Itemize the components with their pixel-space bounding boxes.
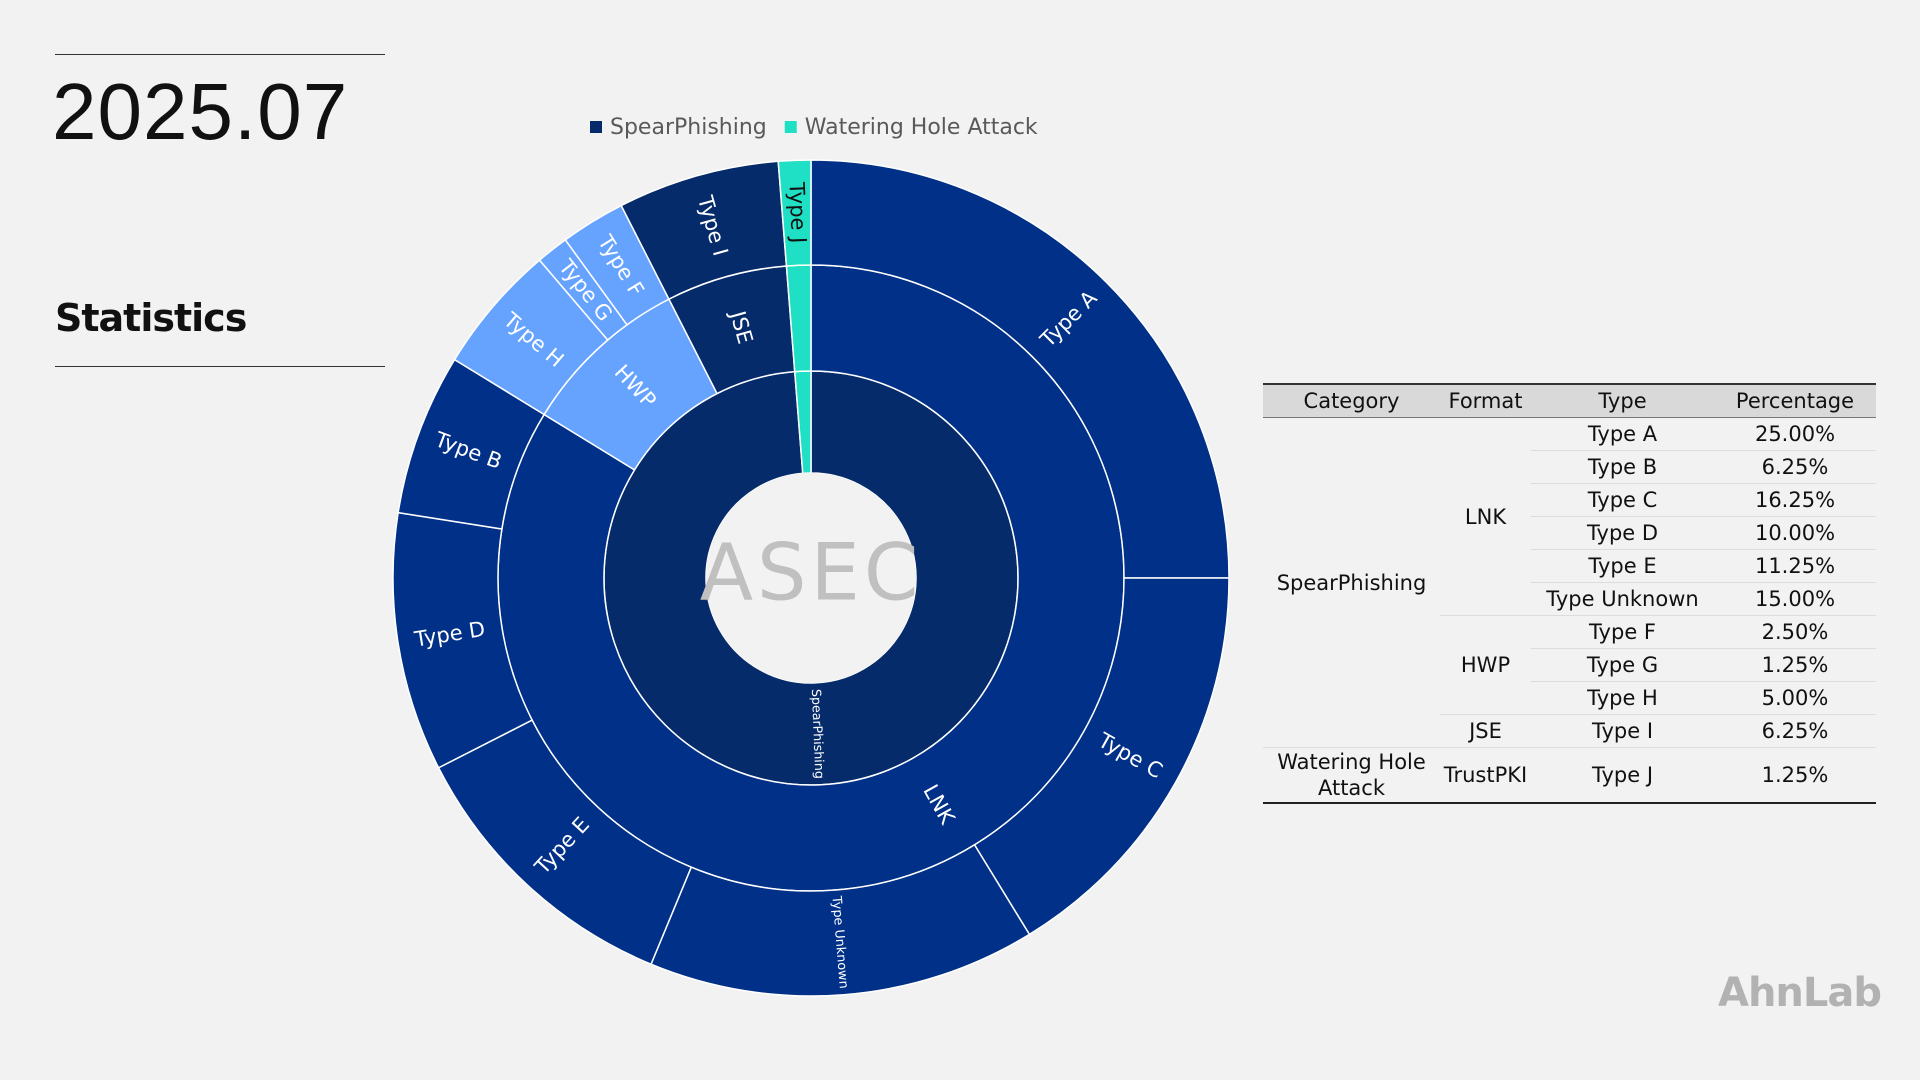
legend-swatch: [784, 121, 797, 133]
legend-label: Watering Hole Attack: [805, 115, 1038, 140]
percentage-cell: 6.25%: [1714, 450, 1876, 484]
date-title: 2025.07: [52, 67, 349, 156]
column-header: Type: [1531, 383, 1714, 418]
format-cell: HWP: [1440, 615, 1531, 715]
stats-table: Category Format Type Percentage SpearPhishin…: [1263, 383, 1876, 804]
percentage-cell: 11.25%: [1714, 549, 1876, 583]
center-hole: [706, 473, 916, 683]
type-cell: Type E: [1531, 549, 1714, 583]
format-cell: LNK: [1440, 417, 1531, 616]
table-row: Type H 5.00%: [1263, 681, 1876, 715]
logo: AhnLab: [1718, 970, 1882, 1016]
segment-label: Type Unknown: [828, 894, 850, 989]
table-row: Watering Hole Attack TrustPKI Type J 1.25%: [1263, 747, 1876, 804]
table-row: Type D 10.00%: [1263, 516, 1876, 550]
type-cell: Type J: [1531, 747, 1714, 804]
table-body: SpearPhishing LNK Type A 25.00% Type B 6.25% T…: [1263, 417, 1876, 804]
type-cell: Type Unknown: [1531, 582, 1714, 616]
table-row: SpearPhishing LNK Type A 25.00%: [1263, 417, 1876, 748]
type-cell: Type H: [1531, 681, 1714, 715]
percentage-cell: 25.00%: [1714, 417, 1876, 451]
percentage-cell: 1.25%: [1714, 648, 1876, 682]
column-header: Format: [1440, 383, 1531, 418]
format-cell: JSE: [1440, 714, 1531, 748]
type-cell: Type A: [1531, 417, 1714, 451]
percentage-cell: 1.25%: [1714, 747, 1876, 804]
percentage-cell: 2.50%: [1714, 615, 1876, 649]
percentage-cell: 15.00%: [1714, 582, 1876, 616]
section-title: Statistics: [55, 296, 247, 340]
table-row: Type G 1.25%: [1263, 648, 1876, 682]
format-cell: TrustPKI: [1440, 747, 1531, 804]
type-cell: Type I: [1531, 714, 1714, 748]
segment-label: Type J: [784, 181, 810, 244]
type-cell: Type D: [1531, 516, 1714, 550]
percentage-cell: 5.00%: [1714, 681, 1876, 715]
arc-segment: [777, 159, 812, 267]
table-row: Type E 11.25%: [1263, 549, 1876, 583]
type-cell: Type B: [1531, 450, 1714, 484]
center-logo: ASEC: [700, 528, 923, 618]
divider: [55, 366, 385, 367]
legend-swatch: [590, 121, 602, 133]
percentage-cell: 10.00%: [1714, 516, 1876, 550]
table-row: Type B 6.25%: [1263, 450, 1876, 484]
legend-label: SpearPhishing: [610, 115, 767, 140]
category-cell: Watering Hole Attack: [1263, 747, 1440, 804]
table-row: Type C 16.25%: [1263, 483, 1876, 517]
table-row: HWP Type F 2.50%: [1263, 615, 1876, 715]
percentage-cell: 6.25%: [1714, 714, 1876, 748]
segment-label: SpearPhishing: [809, 689, 828, 779]
header-row: Category Format Type Percentage: [1263, 383, 1876, 418]
type-cell: Type G: [1531, 648, 1714, 682]
arc-segment: [810, 159, 1230, 579]
percentage-cell: 16.25%: [1714, 483, 1876, 517]
type-cell: Type C: [1531, 483, 1714, 517]
type-cell: Type F: [1531, 615, 1714, 649]
divider: [55, 54, 385, 55]
column-header: Percentage: [1714, 383, 1876, 418]
table-row: JSE Type I 6.25%: [1263, 714, 1876, 748]
table-row: Type Unknown 15.00%: [1263, 582, 1876, 616]
category-cell: SpearPhishing: [1263, 417, 1440, 748]
column-header: Category: [1263, 383, 1440, 418]
